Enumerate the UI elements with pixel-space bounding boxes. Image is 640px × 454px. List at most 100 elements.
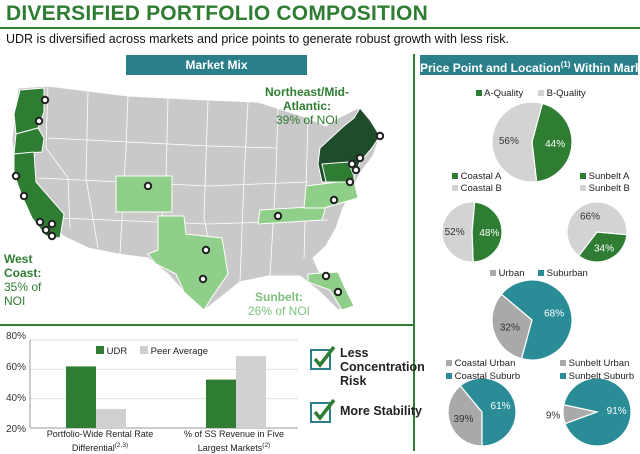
horizontal-divider xyxy=(0,324,413,326)
pie-slice-coastal-urban xyxy=(447,384,483,447)
check-line: Less xyxy=(340,346,369,360)
swatch xyxy=(452,185,458,191)
west-coast-name: West Coast: xyxy=(4,252,42,280)
swatch xyxy=(580,185,586,191)
pie-label: 48% xyxy=(479,228,499,239)
legend-text: Coastal A xyxy=(460,171,502,182)
market-dot xyxy=(198,274,208,284)
pie4-legend-b: Suburban xyxy=(538,268,588,279)
pie-label: 61% xyxy=(491,401,511,412)
swatch xyxy=(476,90,482,96)
pie-slice-suburban xyxy=(500,279,573,361)
legend-text: B-Quality xyxy=(546,88,586,99)
market-dot xyxy=(351,165,361,175)
legend-text: Urban xyxy=(498,268,525,279)
check-callout-concentration: Less Concentration Risk xyxy=(340,346,425,388)
legend-label-udr: UDR xyxy=(106,346,128,357)
bar-chart xyxy=(29,339,298,429)
west-coast-share: 35% of NOI xyxy=(4,280,42,308)
pie-slice-urban xyxy=(491,293,533,360)
pie3-legend-b: Sunbelt B xyxy=(580,183,630,194)
sunbelt-name: Sunbelt: xyxy=(255,290,303,304)
pie-label: 91% xyxy=(607,406,627,417)
title-divider xyxy=(0,27,640,29)
swatch xyxy=(538,90,544,96)
bar-category-text-2: % of SS Revenue in Five Largest Markets xyxy=(183,429,285,453)
bar-peer-average xyxy=(236,356,266,428)
pie4-legend-a: Urban xyxy=(490,268,525,279)
legend-swatch-peer xyxy=(140,346,148,354)
legend-text: Coastal B xyxy=(460,183,502,194)
pie3-legend-a: Sunbelt A xyxy=(580,171,629,182)
swatch xyxy=(580,173,586,179)
market-dot xyxy=(34,116,44,126)
market-dot xyxy=(35,217,45,227)
market-dot xyxy=(375,131,385,141)
price-point-header-text: Price Point and Location xyxy=(420,61,561,75)
legend-text: Sunbelt Suburb xyxy=(568,371,635,382)
price-point-header: Price Point and Location(1) Within Marke… xyxy=(420,55,640,75)
market-dot xyxy=(347,159,357,169)
market-dot xyxy=(143,181,153,191)
bar-peer-average xyxy=(96,408,126,428)
legend-text: Coastal Urban xyxy=(454,358,516,369)
market-dot xyxy=(47,231,57,241)
pie1-legend-b: B-Quality xyxy=(538,88,586,99)
pie-label: 56% xyxy=(499,136,519,147)
swatch xyxy=(560,360,566,366)
legend-swatch-udr xyxy=(96,346,104,354)
legend-text: Sunbelt A xyxy=(588,171,630,182)
pie-slice-coastal-b xyxy=(441,201,476,263)
swatch xyxy=(446,373,452,379)
legend-text: Coastal Suburb xyxy=(454,371,521,382)
pie2-legend-b: Coastal B xyxy=(452,183,502,194)
pie-label: 68% xyxy=(544,309,564,320)
page-subtitle: UDR is diversified across markets and pr… xyxy=(6,32,509,46)
sunbelt-share: 26% of NOI xyxy=(247,304,311,318)
bar-category-label-1: Portfolio-Wide Rental Rate Differential(… xyxy=(30,429,170,454)
florida-region xyxy=(307,271,355,311)
market-dot xyxy=(345,177,355,187)
market-dot xyxy=(321,271,331,281)
west-coast-region-or xyxy=(13,127,45,155)
market-dot xyxy=(355,153,365,163)
check-callout-stability: More Stability xyxy=(340,404,422,418)
bar-category-sup-1: (2,3) xyxy=(114,442,129,449)
check-icon xyxy=(310,345,336,370)
market-dot xyxy=(47,219,57,229)
market-dot xyxy=(40,95,50,105)
pie6-legend-b: Sunbelt Suburb xyxy=(560,371,634,382)
pie1-legend-a: A-Quality xyxy=(476,88,523,99)
pie-label: 34% xyxy=(594,243,614,254)
sunbelt-label: Sunbelt: 26% of NOI xyxy=(238,290,320,318)
bar-category-text-1: Portfolio-Wide Rental Rate Differential xyxy=(46,429,154,453)
swatch xyxy=(452,173,458,179)
legend-text: Sunbelt B xyxy=(588,183,630,194)
market-dot xyxy=(273,211,283,221)
pie6-legend-a: Sunbelt Urban xyxy=(560,358,629,369)
west-coast-label: West Coast: 35% of NOI xyxy=(4,252,64,308)
bar-marks xyxy=(66,356,266,428)
pie-slice-sunbelt-a xyxy=(577,231,628,263)
swatch xyxy=(538,270,544,276)
pie-label: 9% xyxy=(546,410,561,421)
pie-label: 32% xyxy=(500,322,520,333)
y-tick-40: 40% xyxy=(5,393,26,404)
bar-udr xyxy=(66,366,96,428)
bar-legend-udr: UDR xyxy=(96,346,127,357)
pie-label: 44% xyxy=(545,139,565,150)
pie-slice-coastal-suburb xyxy=(459,377,517,447)
market-dot xyxy=(41,225,51,235)
pie-label: 39% xyxy=(453,414,473,425)
vertical-divider xyxy=(413,54,415,451)
price-point-header-tail: Within Market xyxy=(573,61,640,75)
legend-text: A-Quality xyxy=(484,88,524,99)
y-tick-20: 20% xyxy=(5,424,26,435)
pie-slice-b-quality xyxy=(491,101,544,183)
swatch xyxy=(490,270,496,276)
page-title: DIVERSIFIED PORTFOLIO COMPOSITION xyxy=(6,2,428,25)
bar-category-label-2: % of SS Revenue in Five Largest Markets(… xyxy=(172,429,296,454)
market-dot xyxy=(329,195,339,205)
bar-legend-peer: Peer Average xyxy=(140,346,208,357)
northeast-name: Northeast/Mid-Atlantic: xyxy=(265,85,349,113)
